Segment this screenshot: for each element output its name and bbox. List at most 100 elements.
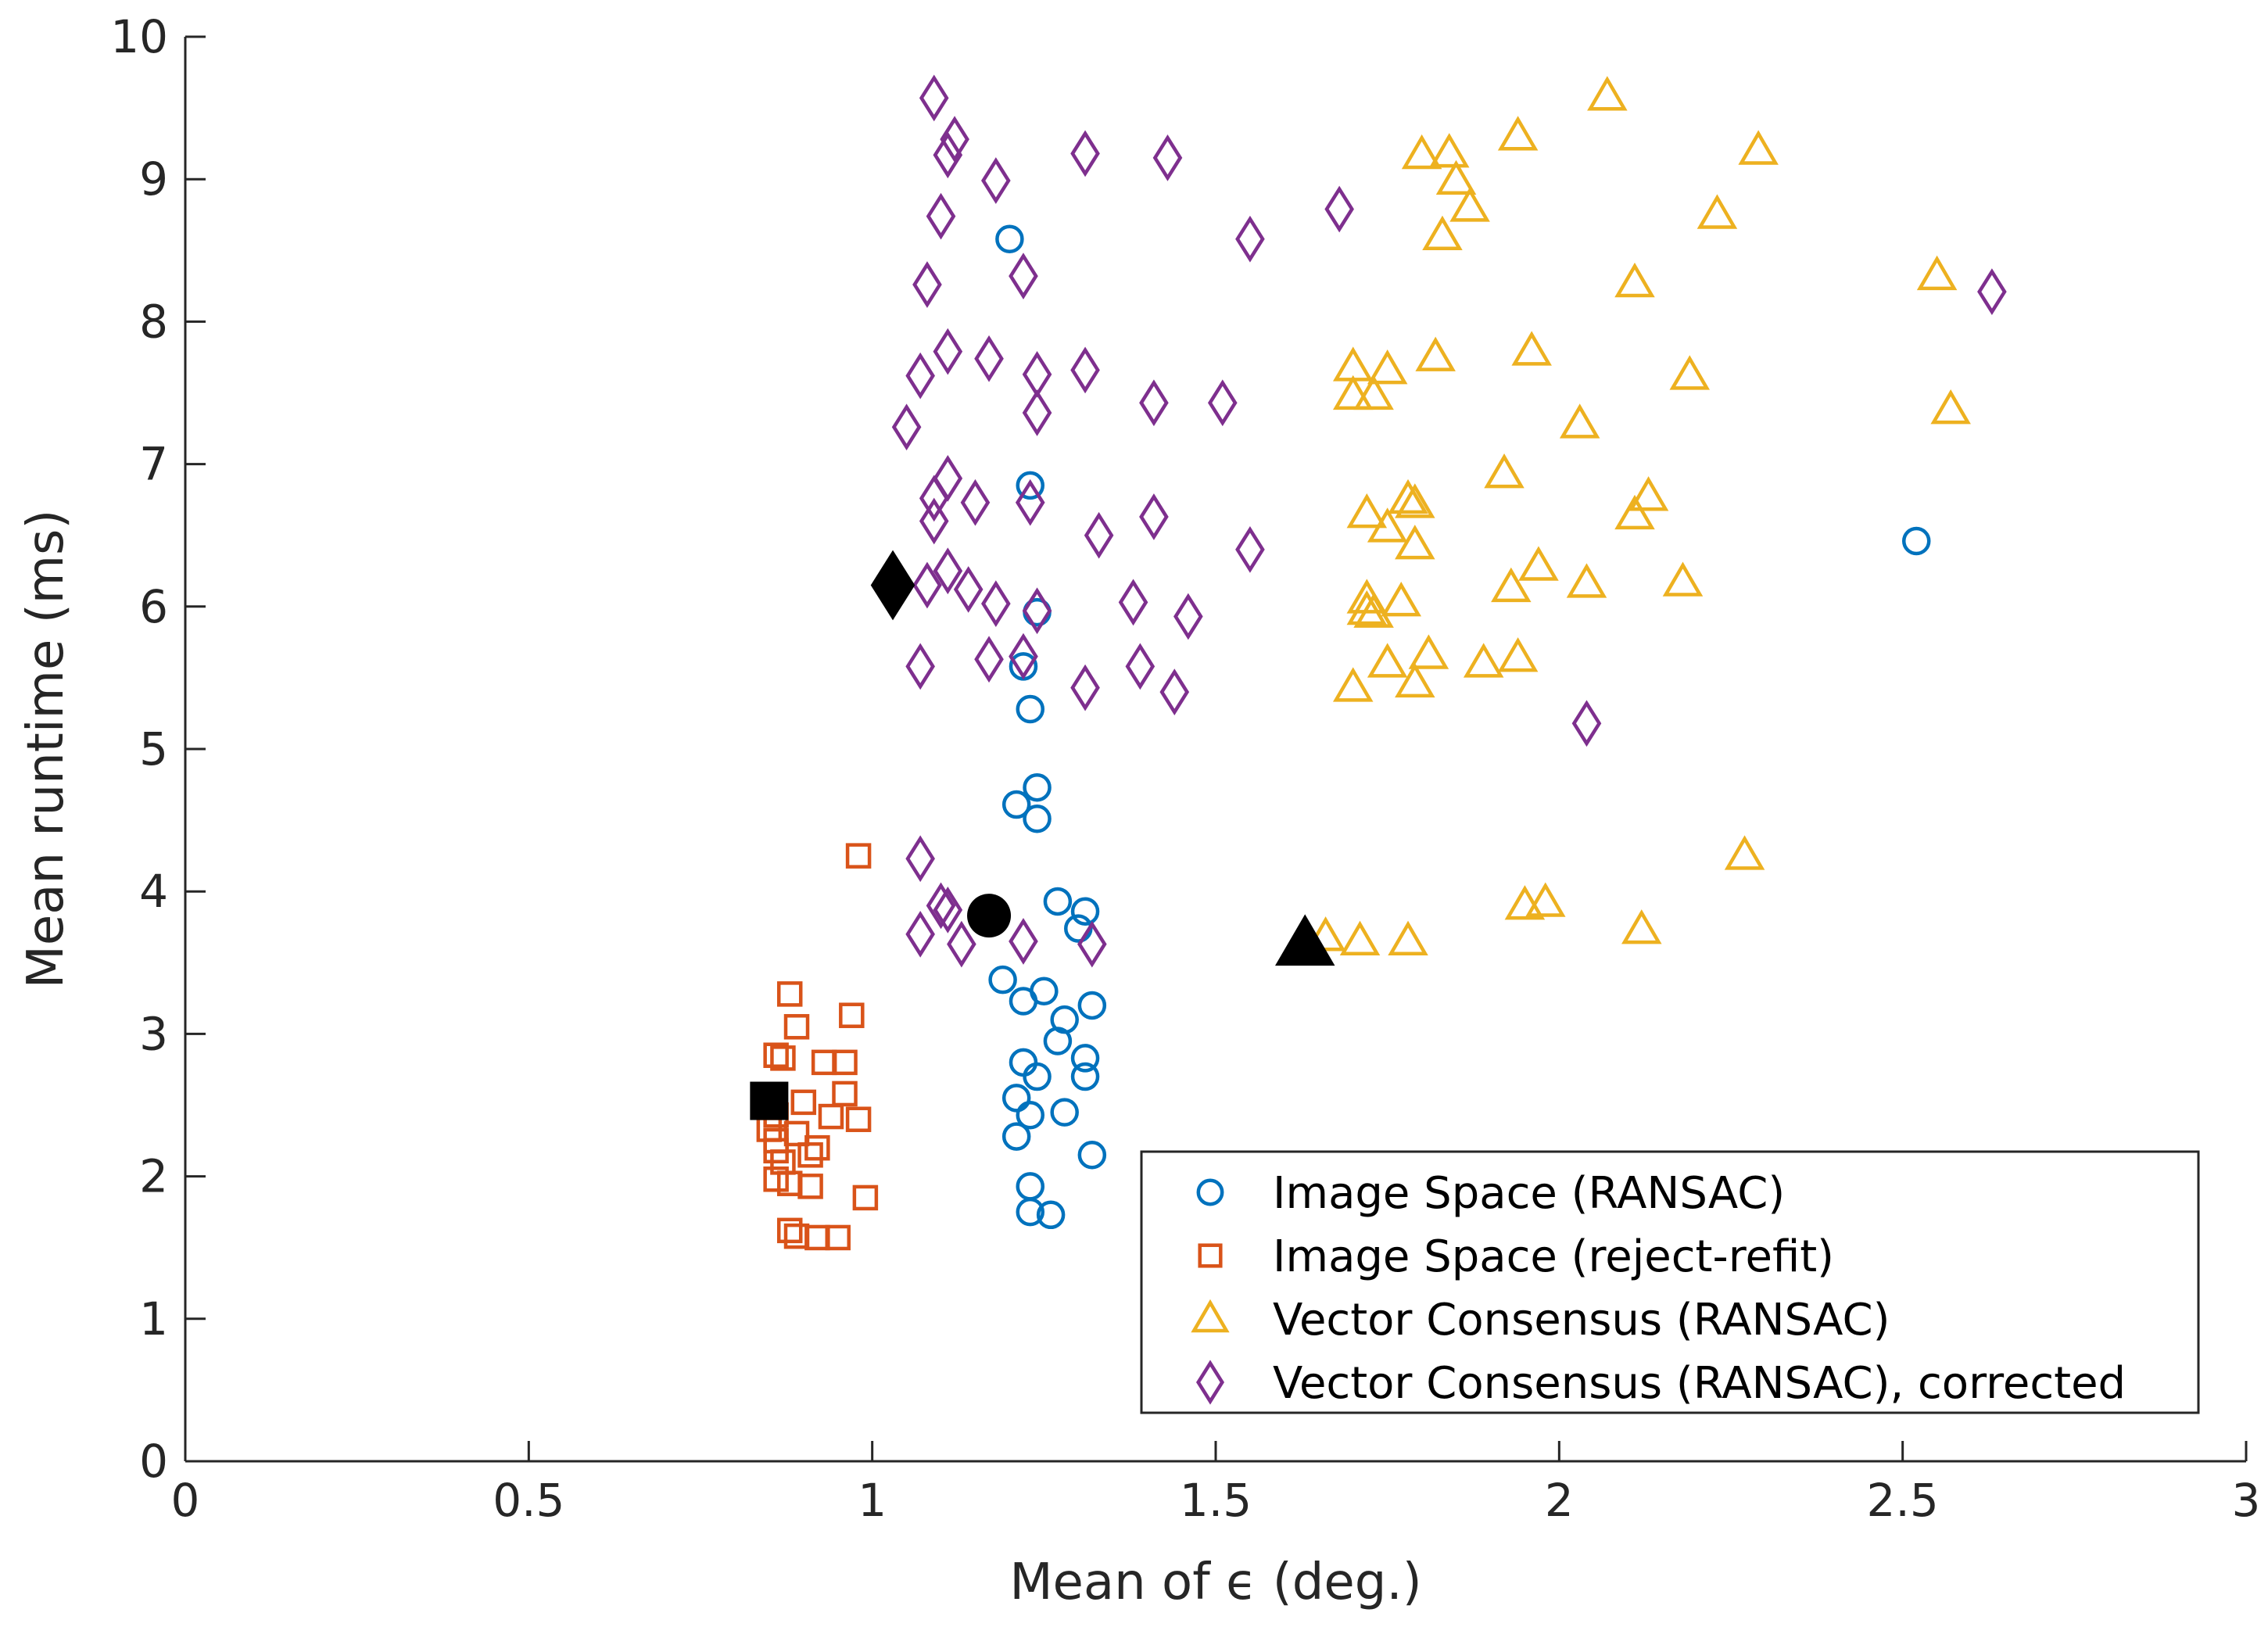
diamond-point xyxy=(1207,379,1238,427)
circle-point xyxy=(1016,1172,1045,1201)
y-axis-label: Mean runtime (ms) xyxy=(17,510,75,989)
y-tick-label: 3 xyxy=(139,1007,168,1060)
summary-square-marker xyxy=(750,1081,789,1120)
diamond-point xyxy=(1077,920,1107,968)
triangle-point xyxy=(1559,403,1600,439)
y-tick-label: 4 xyxy=(139,865,168,918)
diamond-point xyxy=(1022,389,1052,436)
y-tick-label: 8 xyxy=(139,295,168,348)
diamond-point xyxy=(1139,379,1169,427)
diamond-point xyxy=(953,566,984,613)
diamond-point xyxy=(1070,130,1100,177)
diamond-point xyxy=(1324,185,1354,233)
circle-point xyxy=(1043,1027,1073,1055)
circle-point xyxy=(988,965,1017,994)
square-point xyxy=(763,1042,789,1068)
diamond-point xyxy=(1173,593,1203,640)
diamond-point xyxy=(960,478,991,526)
circle-point xyxy=(1016,1197,1045,1227)
legend-triangle-icon xyxy=(1191,1299,1230,1333)
diamond-point xyxy=(891,403,922,451)
summary-triangle-marker xyxy=(1274,914,1335,966)
square-point xyxy=(825,1224,851,1251)
square-point xyxy=(770,1045,796,1071)
triangle-point xyxy=(1724,835,1765,870)
diamond-point xyxy=(933,887,963,934)
x-tick-label: 1 xyxy=(858,1474,887,1527)
circle-point xyxy=(1001,790,1031,819)
circle-point xyxy=(1077,991,1107,1020)
legend-label: Vector Consensus (RANSAC), corrected xyxy=(1273,1358,2126,1409)
y-tick-label: 0 xyxy=(139,1435,168,1488)
circle-point xyxy=(1023,772,1052,802)
triangle-point xyxy=(1435,159,1477,195)
triangle-point xyxy=(1408,634,1449,669)
triangle-point xyxy=(1415,336,1456,371)
legend-item: Image Space (RANSAC) xyxy=(1196,1168,1785,1219)
triangle-point xyxy=(1401,134,1442,170)
summary-circle-marker xyxy=(967,894,1012,938)
legend-box xyxy=(1140,1150,2200,1414)
legend: Image Space (RANSAC) Image Space (reject-… xyxy=(1140,1150,2200,1414)
series-diamond xyxy=(891,74,2007,968)
circle-point xyxy=(1009,1048,1038,1077)
diamond-point xyxy=(933,454,963,502)
x-tick-label: 1.5 xyxy=(1180,1474,1252,1527)
series-square xyxy=(756,843,879,1251)
y-tick-label: 2 xyxy=(139,1150,168,1203)
diamond-point xyxy=(1152,134,1183,181)
square-point xyxy=(852,1184,879,1211)
square-point xyxy=(811,1049,837,1076)
triangle-point xyxy=(1332,346,1374,382)
circle-point xyxy=(1036,1200,1066,1230)
triangle-point xyxy=(1614,494,1655,530)
triangle-point xyxy=(1367,643,1408,678)
diamond-point xyxy=(1235,526,1265,573)
triangle-point xyxy=(1697,194,1738,229)
x-tick-label: 2 xyxy=(1545,1474,1574,1527)
diamond-point xyxy=(974,335,1004,382)
diamond-point xyxy=(905,352,935,400)
triangle-point xyxy=(1497,637,1539,672)
circle-point xyxy=(995,224,1024,253)
square-point xyxy=(797,1174,823,1199)
circle-point xyxy=(1077,1141,1107,1170)
triangle-point xyxy=(1621,909,1662,944)
triangle-point xyxy=(1525,882,1566,917)
series-circle xyxy=(988,224,1931,1230)
circle-point xyxy=(1050,1098,1079,1127)
diamond-point xyxy=(933,547,963,595)
legend-item: Vector Consensus (RANSAC), corrected xyxy=(1195,1358,2126,1409)
diamond-point xyxy=(933,328,963,375)
triangle-point xyxy=(1381,582,1422,617)
square-point xyxy=(804,1134,830,1161)
triangle-point xyxy=(1353,593,1394,628)
triangle-point xyxy=(1395,483,1435,518)
diamond-point xyxy=(905,643,935,690)
triangle-point xyxy=(1428,133,1470,168)
x-tick-label: 0.5 xyxy=(493,1474,564,1527)
legend-circle-icon xyxy=(1196,1178,1224,1206)
square-point xyxy=(839,1002,865,1028)
diamond-point xyxy=(1084,511,1114,559)
square-point xyxy=(776,981,803,1007)
diamond-point xyxy=(1139,493,1169,540)
legend-item: Vector Consensus (RANSAC) xyxy=(1191,1295,1890,1346)
triangle-point xyxy=(1395,662,1435,698)
triangle-point xyxy=(1930,389,1971,425)
y-tick-label: 5 xyxy=(139,722,168,776)
series-layer xyxy=(756,74,2007,1251)
triangle-point xyxy=(1497,116,1539,151)
square-point xyxy=(783,1120,810,1147)
circle-point xyxy=(1901,526,1931,556)
legend-label: Image Space (reject-refit) xyxy=(1273,1231,1834,1282)
triangle-point xyxy=(1628,476,1669,511)
diamond-point xyxy=(1009,633,1038,680)
triangle-point xyxy=(1669,355,1711,390)
circle-point xyxy=(1016,471,1045,500)
y-tick-label: 6 xyxy=(139,580,168,633)
triangle-point xyxy=(1332,667,1374,702)
diamond-point xyxy=(1009,918,1038,965)
series-triangle xyxy=(1305,76,1971,955)
